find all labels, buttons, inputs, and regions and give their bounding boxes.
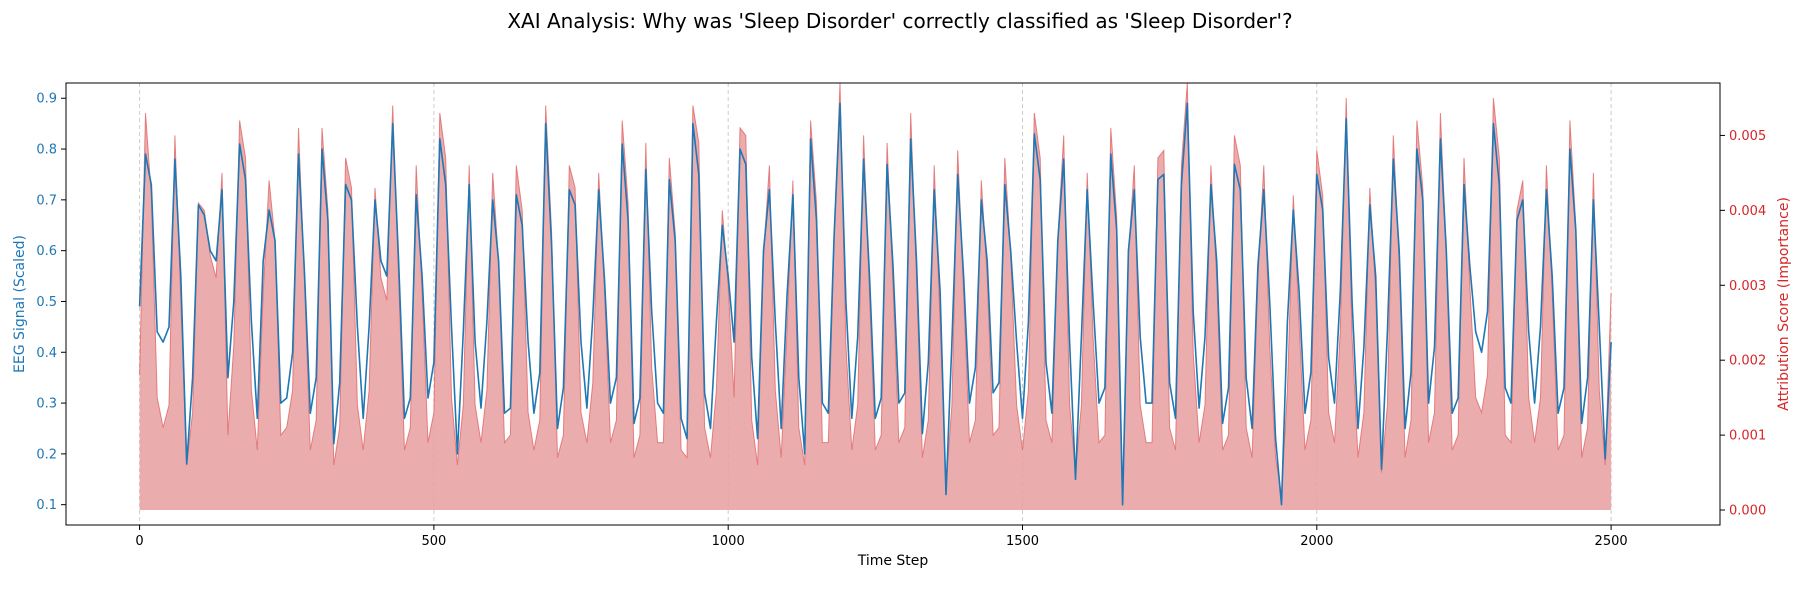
x-tick-label: 500 <box>421 534 446 549</box>
x-tick-label: 0 <box>135 534 143 549</box>
eeg-signal-line <box>138 102 1612 506</box>
attribution-fill <box>139 83 1612 510</box>
left-axis-ticks: 0.1 0.2 0.3 0.4 0.5 0.6 0.7 0.8 0.9 <box>36 92 66 513</box>
y-left-tick-label: 0.1 <box>36 498 57 513</box>
left-axis-label: EEG Signal (Scaled) <box>12 235 28 373</box>
x-tick-label: 1500 <box>1006 534 1039 549</box>
attribution-line <box>139 82 1612 496</box>
y-left-tick-label: 0.2 <box>36 447 57 462</box>
right-axis-ticks: 0.000 0.001 0.002 0.003 0.004 0.005 <box>1720 129 1766 519</box>
chart-title: XAI Analysis: Why was 'Sleep Disorder' c… <box>507 9 1292 33</box>
x-tick-label: 1000 <box>712 534 745 549</box>
y-left-tick-label: 0.7 <box>36 193 57 208</box>
x-axis-label: Time Step <box>857 553 929 569</box>
x-tick-label: 2000 <box>1300 534 1333 549</box>
y-left-tick-label: 0.9 <box>36 92 57 107</box>
x-axis-ticks: 0 500 1000 1500 2000 2500 <box>135 525 1628 549</box>
y-right-tick-label: 0.001 <box>1729 429 1766 444</box>
right-axis-label: Attribution Score (Importance) <box>1776 197 1792 411</box>
y-left-tick-label: 0.8 <box>36 143 57 158</box>
eeg-line <box>138 102 1612 506</box>
y-right-tick-label: 0.003 <box>1729 279 1766 294</box>
y-right-tick-label: 0.000 <box>1729 504 1766 519</box>
x-tick-label: 2500 <box>1595 534 1628 549</box>
y-left-tick-label: 0.5 <box>36 295 57 310</box>
y-right-tick-label: 0.005 <box>1729 129 1766 144</box>
y-left-tick-label: 0.3 <box>36 397 57 412</box>
y-left-tick-label: 0.6 <box>36 244 57 259</box>
y-right-tick-label: 0.004 <box>1729 204 1766 219</box>
attribution-area <box>139 82 1612 510</box>
y-right-tick-label: 0.002 <box>1729 354 1766 369</box>
plot-frame <box>65 82 1721 526</box>
y-left-tick-label: 0.4 <box>36 346 57 361</box>
